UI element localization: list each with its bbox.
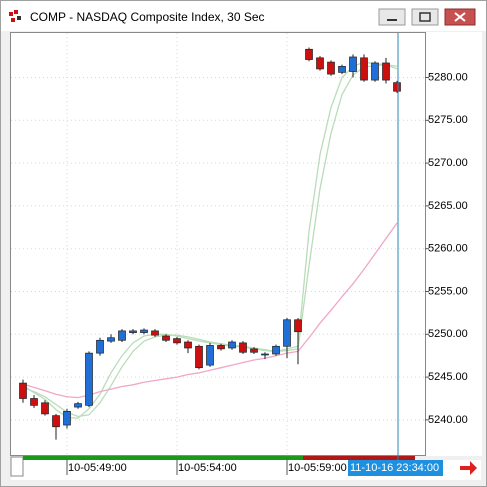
candle-body xyxy=(239,342,247,353)
candle-body xyxy=(217,345,225,350)
y-tick-label: 5255.00 xyxy=(428,285,468,297)
candle-body xyxy=(382,62,390,81)
candle-body xyxy=(118,330,126,341)
app-icon xyxy=(9,10,21,22)
minimize-button[interactable] xyxy=(378,8,406,26)
scroll-right-arrow[interactable] xyxy=(460,461,477,475)
y-tick-label: 5270.00 xyxy=(428,157,468,169)
candle-body xyxy=(74,403,82,408)
scroll-box[interactable] xyxy=(10,456,24,477)
y-tick-label: 5245.00 xyxy=(428,371,468,383)
candle-body xyxy=(96,339,104,354)
candle-body xyxy=(294,319,302,333)
candle-body xyxy=(63,410,71,426)
y-axis-area xyxy=(426,32,482,456)
candle-body xyxy=(107,337,115,342)
y-tick-label: 5250.00 xyxy=(428,328,468,340)
session-bar-green xyxy=(23,456,303,460)
x-tick-label: 10-05:59:00 xyxy=(288,462,347,474)
candle-body xyxy=(327,61,335,75)
candle-body xyxy=(151,330,159,336)
y-tick-label: 5280.00 xyxy=(428,71,468,83)
candle-body xyxy=(305,48,313,60)
candle-body xyxy=(184,341,192,349)
x-tick-label: 10-05:49:00 xyxy=(68,462,127,474)
candle-body xyxy=(371,62,379,81)
candle-body xyxy=(283,319,291,347)
candle-body xyxy=(338,66,346,73)
candle-body xyxy=(30,398,38,406)
candle-body xyxy=(272,345,280,355)
candle-body xyxy=(261,353,269,356)
cursor-label-box xyxy=(348,460,443,476)
candle-body xyxy=(129,330,137,333)
candle-body xyxy=(19,382,27,399)
y-tick-label: 5275.00 xyxy=(428,114,468,126)
candle-body xyxy=(228,341,236,349)
y-tick-label: 5260.00 xyxy=(428,243,468,255)
candle-body xyxy=(195,345,203,369)
plot-area xyxy=(10,32,426,456)
candle-body xyxy=(140,329,148,333)
candle-body xyxy=(162,335,170,341)
window-title: COMP - NASDAQ Composite Index, 30 Sec xyxy=(30,10,265,24)
close-button[interactable] xyxy=(444,8,476,26)
candle-body xyxy=(360,57,368,81)
candle-body xyxy=(250,348,258,353)
candle-body xyxy=(85,352,93,406)
candle-body xyxy=(173,338,181,344)
candle-body xyxy=(393,82,401,92)
moving-average-line xyxy=(22,64,398,418)
candle-body xyxy=(349,56,357,72)
session-bar-red xyxy=(303,456,415,460)
candle-body xyxy=(206,345,214,366)
x-tick-label: 10-05:54:00 xyxy=(178,462,237,474)
cursor-label: 11-10-16 23:34:00 xyxy=(350,462,439,474)
candle-body xyxy=(52,415,60,428)
y-tick-label: 5265.00 xyxy=(428,200,468,212)
restore-button[interactable] xyxy=(411,8,439,26)
y-tick-label: 5240.00 xyxy=(428,414,468,426)
candle-body xyxy=(316,57,324,70)
candle-body xyxy=(41,402,49,415)
